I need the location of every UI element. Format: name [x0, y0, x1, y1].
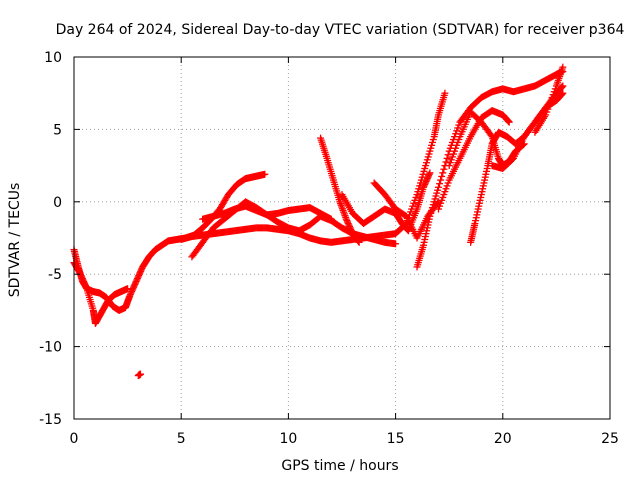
data-point-marker [559, 89, 567, 97]
data-point-marker [136, 370, 144, 378]
data-point-marker [439, 169, 447, 177]
data-point-marker [440, 165, 448, 173]
x-tick-label: 15 [387, 431, 405, 447]
data-point-marker [441, 89, 449, 97]
data-point-marker [559, 63, 567, 71]
x-tick-label: 0 [70, 431, 79, 447]
data-point-marker [327, 215, 335, 223]
data-point-marker [434, 183, 442, 191]
data-point-marker [442, 158, 450, 166]
plot-frame [73, 56, 611, 420]
x-tick-label: 5 [177, 431, 186, 447]
data-point-marker [426, 169, 434, 177]
data-point-marker [559, 82, 567, 90]
data-point-marker [438, 172, 446, 180]
data-point-marker [443, 154, 451, 162]
data-points [70, 63, 567, 380]
data-point-marker [392, 240, 400, 248]
data-point-marker [505, 118, 513, 126]
y-tick-label: 10 [44, 50, 62, 66]
data-point-marker [437, 176, 445, 184]
x-tick-label: 10 [279, 431, 297, 447]
y-tick-label: 0 [53, 195, 62, 211]
y-tick-label: -5 [48, 267, 62, 283]
axis-ticks: 0 5 10 15 20 25 -15 -10 -5 0 5 10 [39, 50, 619, 447]
data-point-marker [436, 180, 444, 188]
data-point-marker [355, 238, 363, 246]
data-point-marker [124, 285, 132, 293]
x-axis-label: GPS time / hours [281, 458, 398, 474]
y-tick-label: -15 [39, 412, 62, 428]
data-point-marker [444, 151, 452, 159]
y-tick-label: -10 [39, 340, 62, 356]
y-axis-label: SDTVAR / TECUs [7, 183, 23, 298]
x-tick-label: 25 [601, 431, 619, 447]
data-point-marker [261, 170, 269, 178]
x-tick-label: 20 [494, 431, 512, 447]
y-tick-label: 5 [53, 122, 62, 138]
chart-title: Day 264 of 2024, Sidereal Day-to-day VTE… [56, 22, 625, 38]
